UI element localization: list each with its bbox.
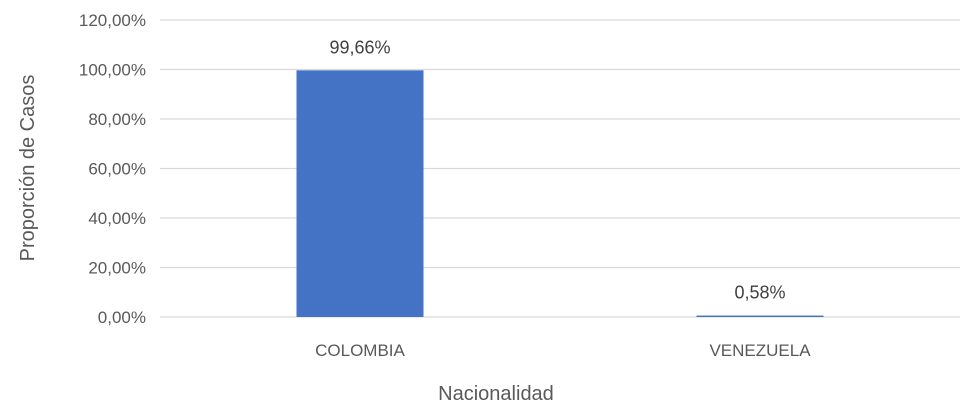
bar-colombia <box>296 70 424 318</box>
data-label-venezuela: 0,58% <box>734 283 785 303</box>
y-tick-label: 0,00% <box>98 308 146 327</box>
y-axis-title: Proporción de Casos <box>17 75 39 262</box>
y-tick-label: 60,00% <box>88 160 146 179</box>
y-tick-label: 80,00% <box>88 110 146 129</box>
gridlines <box>160 19 960 318</box>
x-axis-ticks: COLOMBIA VENEZUELA <box>315 341 811 360</box>
y-tick-label: 100,00% <box>79 61 146 80</box>
x-tick-label-venezuela: VENEZUELA <box>709 341 811 360</box>
y-axis-ticks: 0,00% 20,00% 40,00% 60,00% 80,00% 100,00% 120,… <box>79 11 146 327</box>
x-tick-label-colombia: COLOMBIA <box>315 341 405 360</box>
y-tick-label: 20,00% <box>88 259 146 278</box>
data-labels: 99,66% 0,58% <box>329 37 785 302</box>
y-tick-label: 40,00% <box>88 209 146 228</box>
data-label-colombia: 99,66% <box>329 37 390 57</box>
bar-venezuela <box>696 315 824 317</box>
x-axis-title: Nacionalidad <box>438 383 554 405</box>
bars <box>296 70 824 318</box>
y-tick-label: 120,00% <box>79 11 146 30</box>
